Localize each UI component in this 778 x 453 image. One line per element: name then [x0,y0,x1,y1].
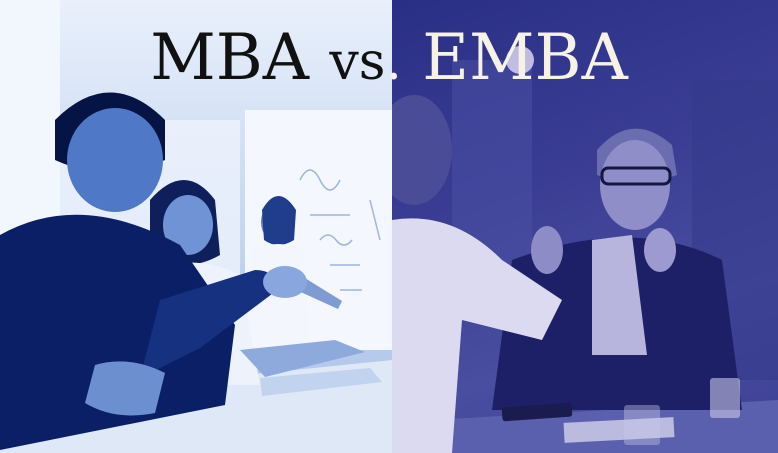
banner-title: MBA vs. EMBA [0,18,778,102]
phone-on-table [501,402,573,422]
mba-photo-panel [0,0,392,453]
emba-photo-panel [392,0,778,453]
title-dot: . [385,32,402,92]
laptop [260,368,382,396]
title-emba: EMBA [422,21,628,95]
whiteboard-scribbles [299,169,381,291]
papers-on-table [563,417,675,443]
glass-of-water [710,378,740,418]
title-vs: vs [329,32,386,92]
executive-man [492,128,742,410]
ceiling-light [506,46,534,74]
glasses-icon [600,166,672,186]
second-glass [624,405,660,445]
title-mba: MBA [150,21,309,95]
man-from-behind [392,95,563,453]
mba-classroom-illustration [0,0,392,453]
man-foreground [0,92,307,450]
emba-meeting-illustration [392,46,778,453]
